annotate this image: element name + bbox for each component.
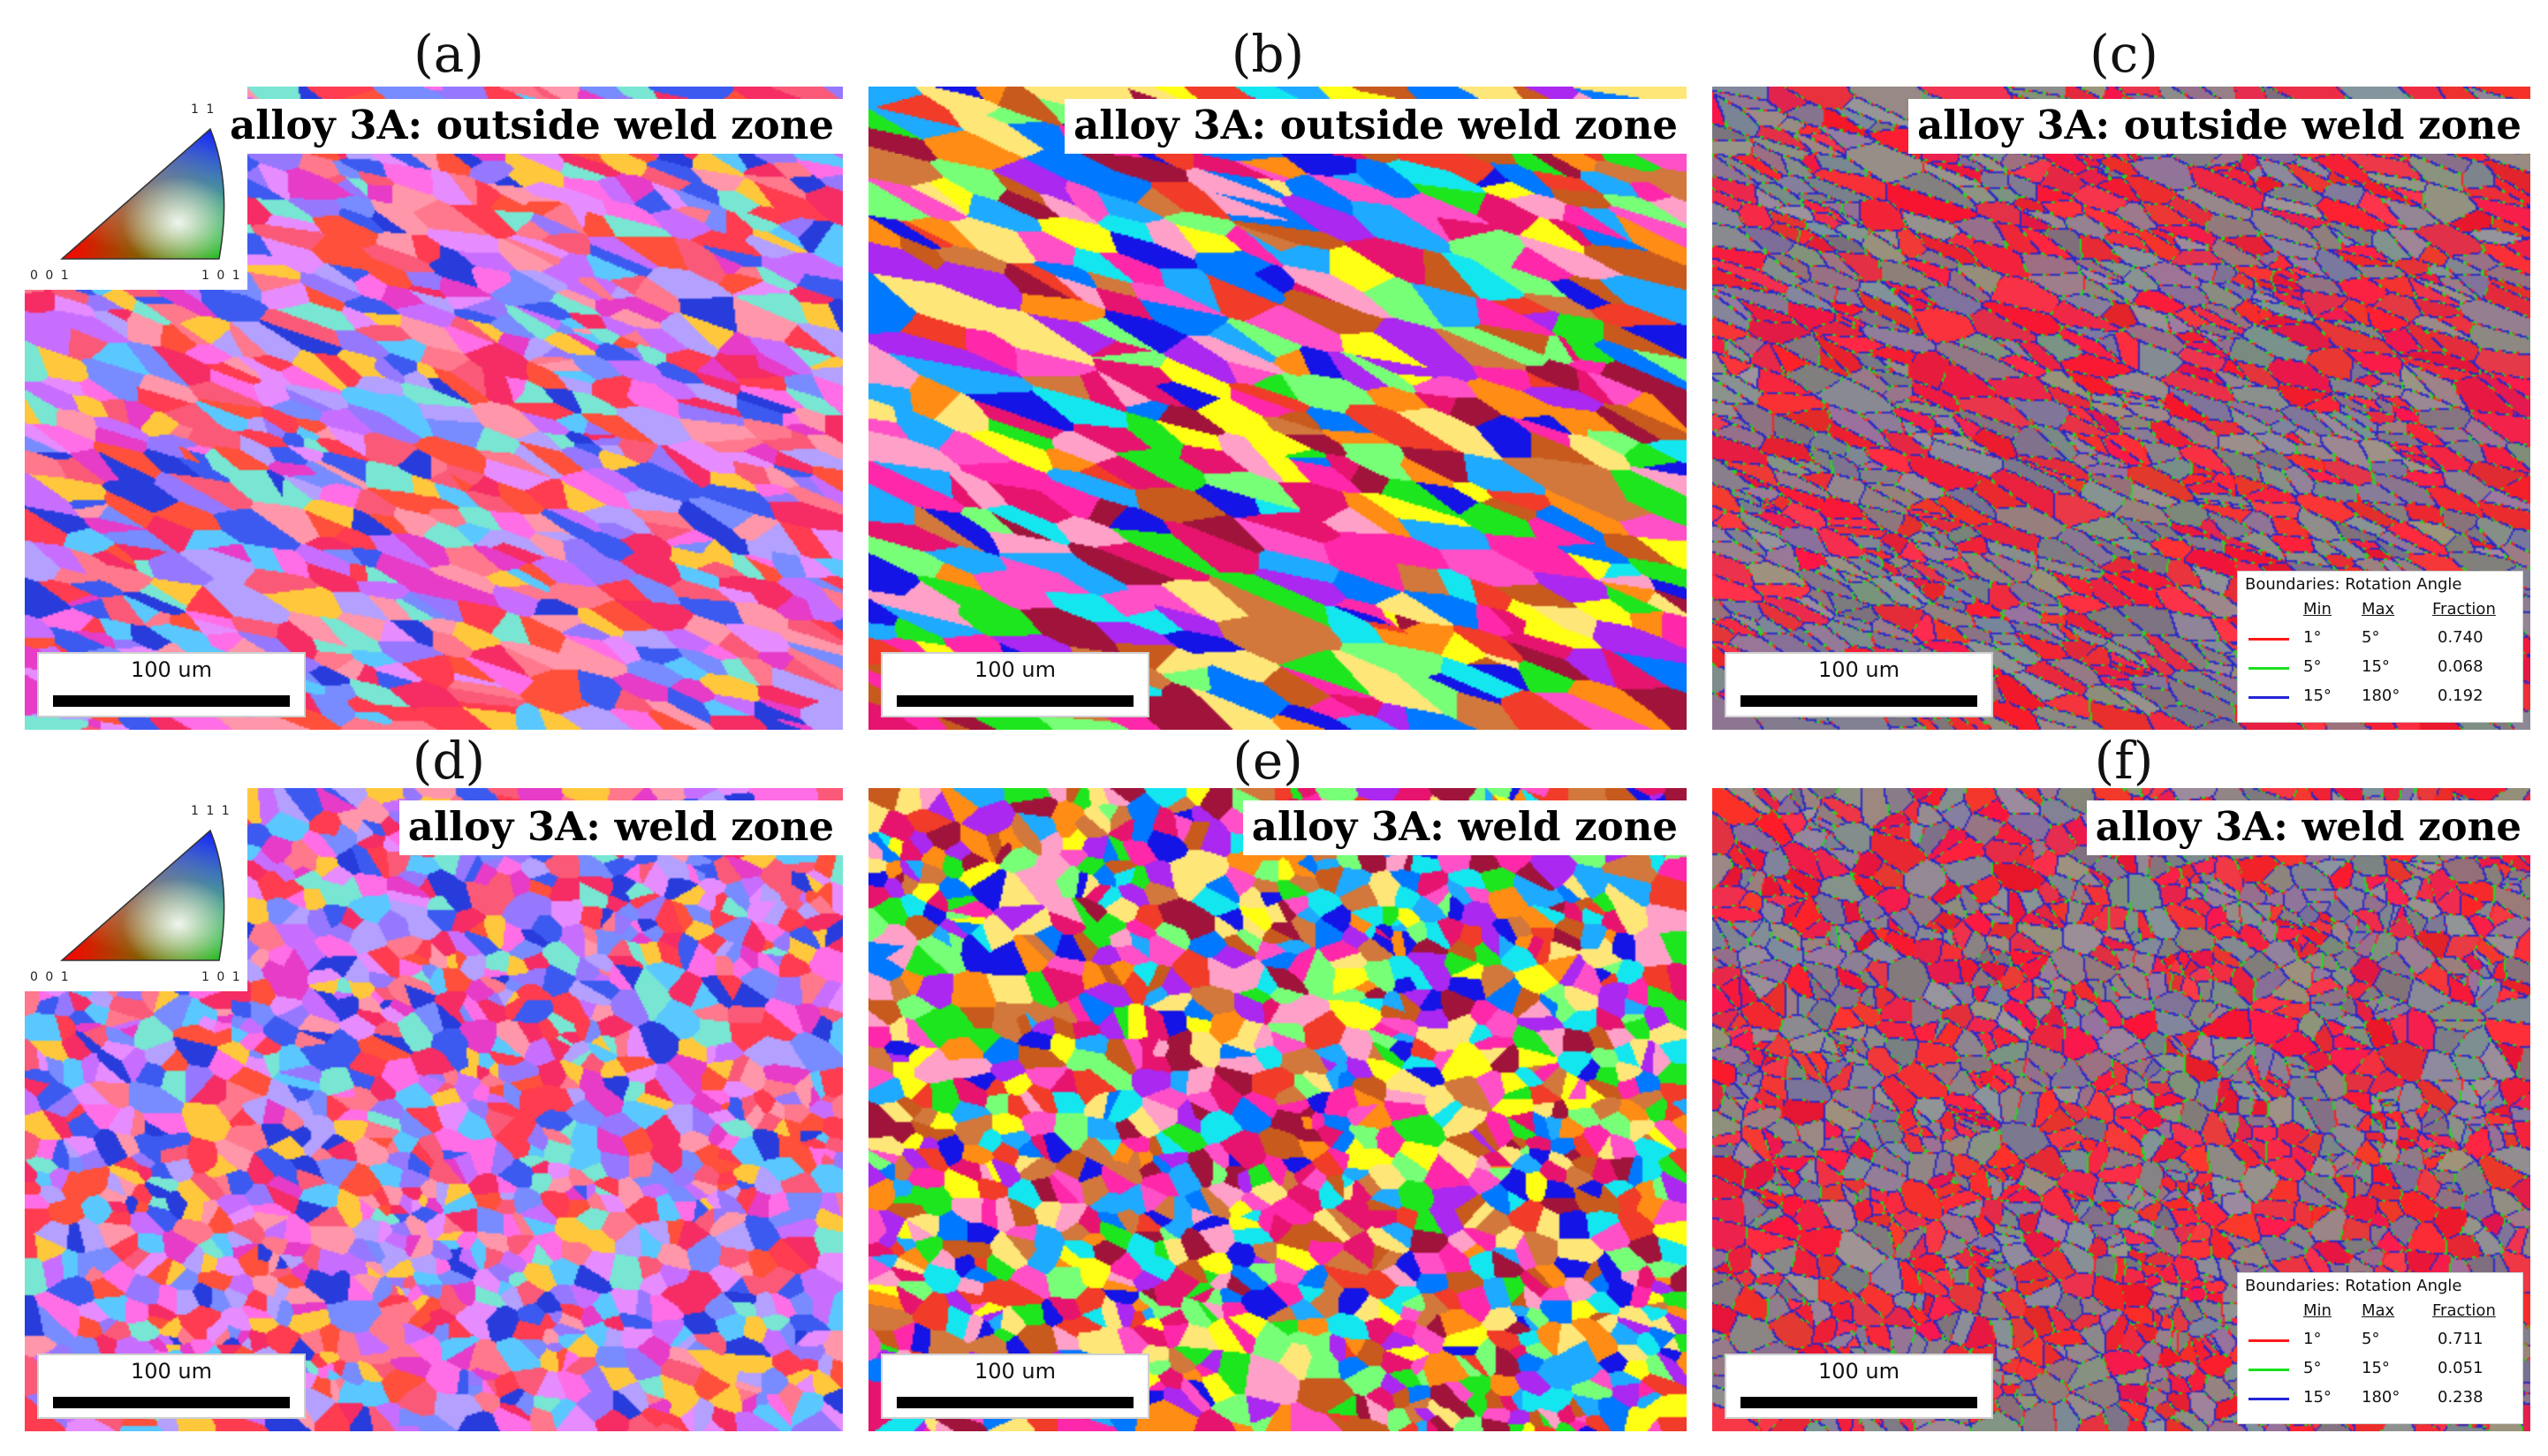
legend-max: 15°	[2362, 657, 2390, 676]
panel-f-title: alloy 3A: weld zone	[2086, 800, 2530, 855]
boundary-legend: Boundaries: Rotation Angle Min Max Fract…	[2237, 571, 2523, 723]
legend-swatch-blue	[2248, 1398, 2289, 1400]
scale-bar-label: 100 um	[1817, 657, 1900, 682]
scale-bar-label: 100 um	[130, 1359, 213, 1384]
scale-bar-label: 100 um	[130, 657, 213, 682]
legend-fraction: 0.192	[2438, 686, 2484, 705]
panel-label-a: (a)	[413, 24, 484, 84]
panel-b-title: alloy 3A: outside weld zone	[1065, 99, 1687, 154]
legend-title: Boundaries: Rotation Angle	[2245, 575, 2462, 594]
ipf-triangle-icon	[60, 829, 225, 961]
panel-label-c: (c)	[2089, 24, 2158, 84]
scale-bar-line	[1740, 1397, 1977, 1408]
panel-label-e: (e)	[1232, 731, 1303, 791]
legend-fraction: 0.068	[2438, 657, 2484, 676]
ipf-label-001: 0 0 1	[30, 970, 71, 984]
panel-b-grain-map: alloy 3A: outside weld zone 100 um	[868, 87, 1687, 730]
legend-row: 5° 15° 0.051	[2238, 1357, 2522, 1384]
panel-c-title: alloy 3A: outside weld zone	[1908, 99, 2530, 154]
scale-bar: 100 um	[37, 1354, 306, 1419]
panel-label-f: (f)	[2094, 731, 2154, 791]
legend-max: 180°	[2362, 1388, 2400, 1407]
ipf-label-111: 1 1 1	[191, 102, 231, 117]
legend-max: 15°	[2362, 1359, 2390, 1377]
legend-min: 1°	[2303, 628, 2322, 647]
panel-a-ipf-map: 1 1 1 0 0 1 1 0 1 alloy 3A: outside weld…	[25, 87, 843, 730]
panel-a-title: alloy 3A: outside weld zone	[221, 99, 843, 154]
legend-row: 1° 5° 0.711	[2238, 1328, 2522, 1354]
scale-bar-line	[1740, 695, 1977, 707]
ipf-color-key: 1 1 1 0 0 1 1 0 1	[25, 87, 247, 290]
legend-header-fraction: Fraction	[2432, 1301, 2496, 1320]
legend-title: Boundaries: Rotation Angle	[2245, 1277, 2462, 1295]
legend-min: 5°	[2303, 657, 2322, 676]
legend-max: 180°	[2362, 686, 2400, 705]
legend-swatch-red	[2248, 638, 2289, 641]
panel-label-b: (b)	[1231, 24, 1305, 84]
grain-color-map	[868, 87, 1687, 730]
legend-fraction: 0.051	[2438, 1359, 2484, 1377]
ipf-label-101: 1 0 1	[201, 970, 242, 984]
legend-fraction: 0.238	[2438, 1388, 2484, 1407]
scale-bar-label: 100 um	[974, 1359, 1057, 1384]
legend-max: 5°	[2362, 628, 2380, 647]
scale-bar-line	[897, 695, 1134, 707]
scale-bar-line	[897, 1397, 1134, 1408]
legend-header-max: Max	[2362, 600, 2395, 618]
legend-min: 15°	[2303, 686, 2332, 705]
grain-color-map	[868, 788, 1687, 1431]
legend-swatch-green	[2248, 1369, 2289, 1371]
boundary-legend: Boundaries: Rotation Angle Min Max Fract…	[2237, 1272, 2523, 1424]
scale-bar-label: 100 um	[974, 657, 1057, 682]
scale-bar-line	[53, 1397, 290, 1408]
legend-fraction: 0.711	[2438, 1330, 2484, 1348]
panel-f-boundary-map: alloy 3A: weld zone 100 um Boundaries: R…	[1712, 788, 2530, 1431]
ipf-color-key: 1 1 1 0 0 1 1 0 1	[25, 788, 247, 991]
scale-bar-label: 100 um	[1817, 1359, 1900, 1384]
legend-min: 1°	[2303, 1330, 2322, 1348]
ipf-triangle-icon	[60, 127, 225, 260]
legend-header-min: Min	[2303, 600, 2332, 618]
legend-swatch-green	[2248, 667, 2289, 670]
panel-label-d: (d)	[412, 731, 486, 791]
scale-bar: 100 um	[37, 652, 306, 717]
scale-bar: 100 um	[1725, 1354, 1993, 1419]
ipf-label-001: 0 0 1	[30, 269, 71, 283]
legend-header-fraction: Fraction	[2432, 600, 2496, 618]
panel-c-boundary-map: alloy 3A: outside weld zone 100 um Bound…	[1712, 87, 2530, 730]
legend-max: 5°	[2362, 1330, 2380, 1348]
panel-d-ipf-map: 1 1 1 0 0 1 1 0 1 alloy 3A: weld zone 10…	[25, 788, 843, 1431]
legend-header-max: Max	[2362, 1301, 2395, 1320]
scale-bar: 100 um	[1725, 652, 1993, 717]
legend-row: 5° 15° 0.068	[2238, 656, 2522, 682]
ipf-label-111: 1 1 1	[191, 804, 231, 818]
legend-swatch-red	[2248, 1339, 2289, 1342]
legend-swatch-blue	[2248, 696, 2289, 699]
panel-e-title: alloy 3A: weld zone	[1242, 800, 1687, 855]
legend-min: 5°	[2303, 1359, 2322, 1377]
legend-min: 15°	[2303, 1388, 2332, 1407]
panel-d-title: alloy 3A: weld zone	[398, 800, 843, 855]
scale-bar: 100 um	[881, 652, 1149, 717]
legend-header-min: Min	[2303, 1301, 2332, 1320]
legend-row: 15° 180° 0.238	[2238, 1386, 2522, 1413]
legend-row: 1° 5° 0.740	[2238, 626, 2522, 653]
scale-bar: 100 um	[881, 1354, 1149, 1419]
panel-e-grain-map: alloy 3A: weld zone 100 um	[868, 788, 1687, 1431]
legend-fraction: 0.740	[2438, 628, 2484, 647]
legend-row: 15° 180° 0.192	[2238, 685, 2522, 711]
scale-bar-line	[53, 695, 290, 707]
ipf-label-101: 1 0 1	[201, 269, 242, 283]
